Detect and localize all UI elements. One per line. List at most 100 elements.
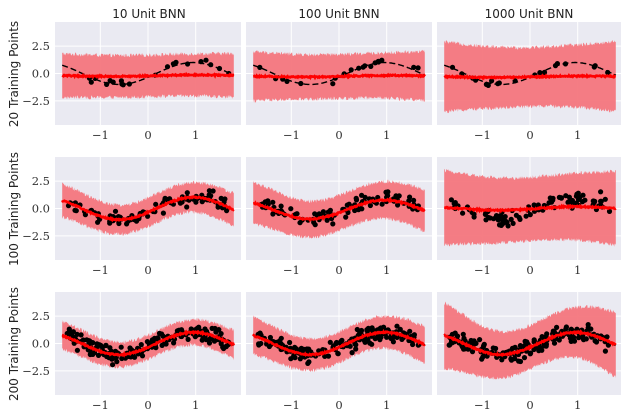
training-point	[278, 203, 284, 209]
training-point	[149, 337, 155, 343]
training-point	[448, 197, 454, 203]
training-point	[138, 342, 144, 348]
training-point	[522, 338, 528, 344]
x-tick-label: 0	[335, 128, 342, 142]
x-tick-label: 0	[144, 398, 151, 411]
training-point	[73, 208, 79, 214]
training-point	[171, 340, 177, 346]
training-point	[185, 61, 191, 67]
x-tick-label: 0	[335, 263, 342, 277]
training-point	[210, 188, 216, 194]
training-point	[199, 337, 205, 343]
training-point	[397, 326, 403, 332]
x-tick-label: −1	[283, 263, 300, 277]
training-point	[415, 65, 421, 71]
y-tick-label: −2.5	[22, 364, 50, 378]
training-point	[521, 355, 528, 361]
x-tick-label: 0	[335, 398, 342, 411]
training-point	[184, 204, 190, 210]
training-point	[306, 359, 312, 365]
training-point	[335, 350, 341, 357]
panel-plot-area	[61, 51, 235, 100]
training-point	[185, 336, 191, 342]
training-point	[372, 336, 378, 342]
panel-plot-area	[61, 317, 236, 369]
row-label-100-points: 100 Training Points	[7, 152, 21, 266]
training-point	[399, 336, 405, 342]
training-point	[460, 331, 466, 337]
x-tick-label: 0	[526, 398, 533, 411]
x-tick-label: 1	[383, 128, 390, 142]
training-point	[411, 64, 417, 70]
training-point	[353, 346, 359, 352]
training-point	[347, 343, 353, 349]
predictive-mean-line	[252, 72, 426, 81]
x-tick-label: 1	[192, 263, 199, 277]
training-point	[145, 213, 151, 219]
training-point	[112, 208, 119, 214]
training-point	[411, 197, 417, 203]
training-point	[312, 222, 318, 228]
training-point	[353, 195, 359, 201]
training-point	[216, 65, 223, 72]
training-point	[356, 65, 362, 71]
x-tick-label: −1	[474, 398, 491, 411]
training-point	[78, 332, 84, 338]
x-tick-label: 1	[574, 263, 581, 277]
training-point	[551, 340, 558, 346]
panel-plot-area	[444, 168, 617, 247]
training-point	[325, 353, 332, 359]
training-point	[367, 202, 373, 209]
y-tick-label: 2.5	[32, 174, 50, 188]
training-point	[339, 337, 345, 343]
x-tick-label: 0	[144, 128, 151, 142]
training-point	[554, 324, 560, 330]
training-point	[562, 61, 569, 67]
uncertainty-band	[62, 180, 234, 236]
training-point	[222, 196, 228, 202]
x-tick-label: −1	[474, 128, 491, 142]
training-point	[312, 211, 318, 217]
column-title-100-unit: 100 Unit BNN	[298, 7, 379, 21]
training-point	[554, 61, 561, 67]
training-point	[569, 333, 575, 340]
training-point	[212, 325, 218, 332]
training-point	[184, 190, 190, 196]
y-tick-label: 2.5	[32, 309, 50, 323]
training-point	[411, 332, 417, 338]
panel-r1-c0: −1 0 1 2.5 0.0 −2.5	[22, 157, 241, 277]
training-point	[333, 340, 339, 346]
predictive-mean-line	[61, 329, 236, 358]
training-point	[583, 336, 589, 342]
training-point	[531, 346, 537, 353]
y-tick-label: 0.0	[32, 202, 50, 216]
panel-plot-area	[252, 314, 426, 372]
training-point	[473, 340, 479, 346]
training-point	[592, 198, 598, 204]
training-point	[298, 80, 304, 87]
training-point	[566, 194, 573, 200]
training-point	[297, 356, 303, 362]
training-point	[324, 217, 330, 223]
training-point	[203, 57, 209, 63]
training-point	[327, 339, 333, 345]
training-point	[504, 219, 510, 225]
training-point	[368, 63, 374, 69]
training-point	[389, 336, 395, 342]
training-point	[114, 359, 120, 365]
panel-plot-area	[61, 180, 235, 236]
training-point	[598, 198, 604, 204]
training-point	[224, 208, 230, 214]
training-point	[605, 69, 611, 76]
panel-r0-c0: −1 0 1 2.5 0.0 −2.5	[22, 22, 241, 142]
panel-r1-c1: −1 0 1	[246, 157, 432, 277]
training-point	[153, 201, 159, 207]
predictive-mean-line	[61, 194, 235, 223]
training-point	[95, 219, 101, 225]
predictive-mean-line	[443, 72, 616, 81]
training-point	[379, 201, 385, 207]
panel-plot-area	[252, 49, 426, 103]
training-point	[367, 340, 373, 346]
predictive-mean-line	[444, 203, 617, 214]
training-point	[548, 199, 555, 205]
